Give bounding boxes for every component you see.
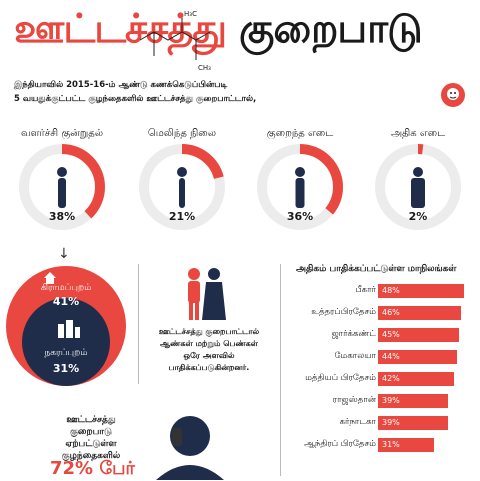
molecule-icon: H₃C CH₃ [139,10,211,72]
states-title: அதிகம் பாதிக்கப்பட்டுள்ள மாநிலங்கள் [296,264,457,274]
city-icon [58,320,80,338]
equal-note-line-1: ஊட்டச்சத்து குறைபாட்டால் [158,327,260,336]
state-bar-1: 46% [378,306,461,320]
ring-0 [19,144,105,230]
bottom-line-2: குறைபாடு ஏற்பட்டுள்ள [65,427,117,449]
equal-note-line-4: பாதிக்கப்படுகின்றனர். [168,363,250,372]
bottom-line-3: குழந்தைகளில் [61,451,121,461]
man-woman-icon [188,268,226,320]
ring-label-1: மெலிந்த நிலை [147,128,217,139]
bottom-text: ஊட்டச்சத்து குறைபாடு ஏற்பட்டுள்ள குழந்தை… [46,414,136,462]
ring-label-2: குறைந்த எடை [266,128,334,139]
state-bar-3: 44% [378,350,458,364]
bottom-big-stat: 72% பேர் [50,458,135,479]
ring-3 [375,144,461,230]
formula-h3c: H₃C [184,10,197,18]
title-part1: ஊட்டச்சத்து [14,6,227,52]
ring-label-0: வளர்ச்சி குன்றுதல் [20,128,104,139]
state-name-5: ராஜஸ்தான் [332,395,376,405]
equal-note-line-3: ஒரே அளவில் [183,351,235,360]
ring-pct-0: 38% [48,210,76,223]
gender-equality-note: ஊட்டச்சத்து குறைபாட்டால் ஆண்கள் மற்றும் … [144,326,274,374]
title-part2: குறைபாடு [239,6,423,52]
ring-1 [139,144,225,230]
state-name-4: மத்தியப் பிரதேசம் [305,373,376,383]
ring-pct-2: 36% [286,210,314,223]
ring-pct-1: 21% [168,210,196,223]
intro-line-1: இந்தியாவில் 2015-16-ம் ஆண்டு கணக்கெடுப்ப… [14,80,228,90]
urban-circle [22,298,110,386]
state-name-2: ஜார்க்கண்ட் [331,329,376,339]
rural-pct: 41% [52,295,80,308]
bottom-line-1: ஊட்டச்சத்து [66,415,116,425]
state-name-0: பீகார் [355,285,376,295]
publisher-logo-icon [441,83,465,107]
state-bar-4: 42% [378,372,454,386]
down-arrow-icon: ↓ [58,246,70,262]
urban-label: நகரப்புறம் [44,348,88,358]
person-on-phone-icon [156,416,224,480]
ring-arc-2 [257,144,343,230]
village-icon [44,272,56,284]
ring-label-3: அதிக எடை [390,128,446,139]
divider-right [280,264,281,476]
state-name-6: கர்நாடகா [339,417,376,427]
intro-text: இந்தியாவில் 2015-16-ம் ஆண்டு கணக்கெடுப்ப… [14,78,434,106]
state-bar-2: 45% [378,328,459,342]
divider-left [138,264,139,384]
state-name-3: மேகாலயா [334,351,376,361]
page-title: ஊட்டச்சத்து குறைபாடு [14,6,423,57]
rural-urban-bubble [6,266,126,386]
equal-note-line-2: ஆண்கள் மற்றும் பெண்கள் [160,339,258,348]
ring-pct-3: 2% [408,210,428,223]
ring-arc-0 [19,144,105,230]
state-bar-0: 48% [378,284,465,298]
intro-line-2: 5 வயதுக்குட்பட்ட குழந்தைகளில் ஊட்டச்சத்த… [14,94,257,104]
ring-arc-3 [375,144,461,230]
formula-ch3: CH₃ [198,64,211,72]
state-name-7: ஆந்திரப் பிரதேசம் [304,439,376,449]
ring-arc-1 [139,144,225,230]
ring-2 [257,144,343,230]
state-bar-5: 39% [378,394,449,408]
state-bar-6: 39% [378,416,449,430]
rural-label: கிராமப்புறம் [40,283,92,293]
state-name-1: உத்தரப்பிரதேசம் [311,307,376,317]
urban-pct: 31% [52,362,80,375]
state-bar-7: 31% [378,438,434,452]
